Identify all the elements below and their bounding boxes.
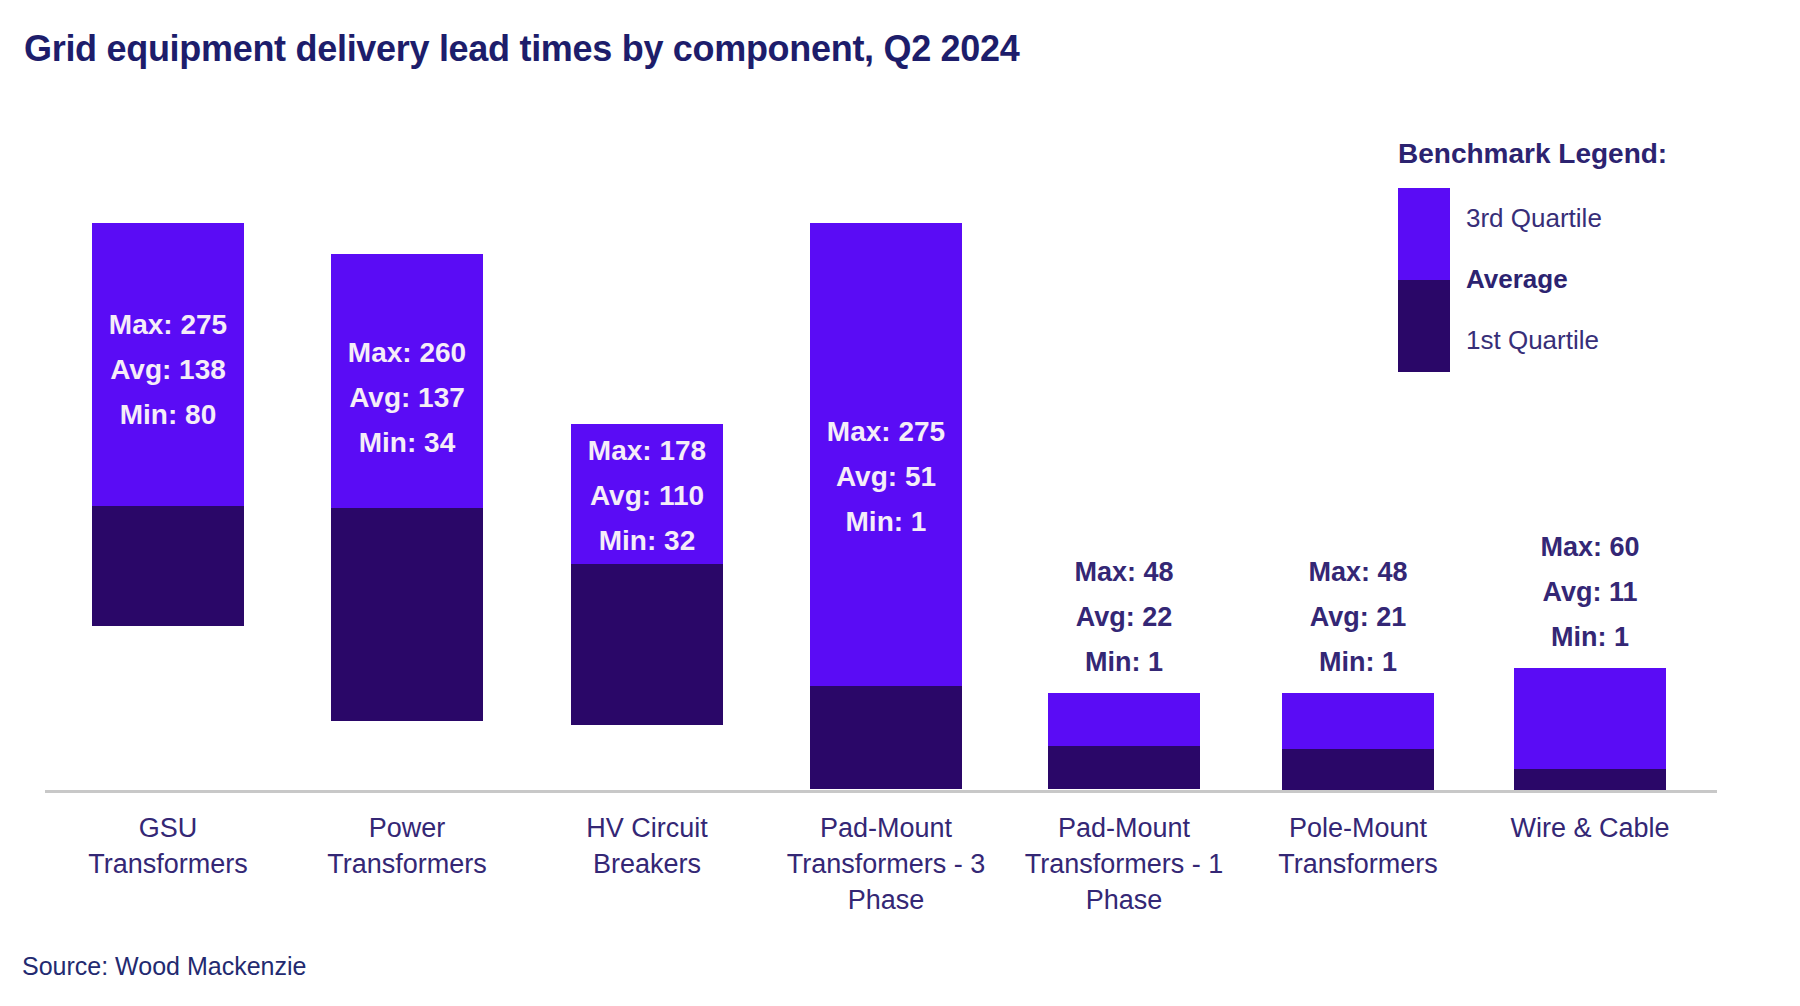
category-label-line: GSU: [38, 810, 298, 846]
plot-area: Max: 275Avg: 138Min: 80GSUTransformersMa…: [0, 0, 1800, 1006]
bar-wire-cable-value-max: Max: 60: [1460, 525, 1720, 570]
source-note: Source: Wood Mackenzie: [22, 952, 306, 981]
bar-pole-mount-transformers-value-avg: Avg: 21: [1228, 595, 1488, 640]
bar-pad-mount-transformers-3-phase-1st-quartile-segment: [810, 686, 962, 789]
category-label-line: Phase: [756, 882, 1016, 918]
category-label-wire-cable: Wire & Cable: [1460, 810, 1720, 846]
category-label-line: Pad-Mount: [756, 810, 1016, 846]
category-label-line: Pole-Mount: [1228, 810, 1488, 846]
bar-pole-mount-transformers-value-min: Min: 1: [1228, 640, 1488, 685]
bar-pad-mount-transformers-1-phase-value-avg: Avg: 22: [994, 595, 1254, 640]
bar-power-transformers-value-max: Max: 260: [331, 330, 483, 375]
category-label-gsu-transformers: GSUTransformers: [38, 810, 298, 882]
bar-power-transformers-1st-quartile-segment: [331, 508, 483, 721]
category-label-line: Transformers - 3: [756, 846, 1016, 882]
chart-canvas: Grid equipment delivery lead times by co…: [0, 0, 1800, 1006]
category-label-pad-mount-transformers-3-phase: Pad-MountTransformers - 3Phase: [756, 810, 1016, 918]
bar-hv-circuit-breakers-value-labels: Max: 178Avg: 110Min: 32: [571, 428, 723, 563]
bar-gsu-transformers-value-labels: Max: 275Avg: 138Min: 80: [92, 302, 244, 437]
bar-pad-mount-transformers-1-phase-value-labels: Max: 48Avg: 22Min: 1: [994, 550, 1254, 685]
category-label-line: HV Circuit: [517, 810, 777, 846]
bar-pad-mount-transformers-3-phase-value-labels: Max: 275Avg: 51Min: 1: [810, 409, 962, 544]
bar-pad-mount-transformers-3-phase-value-avg: Avg: 51: [810, 454, 962, 499]
bar-wire-cable-value-avg: Avg: 11: [1460, 570, 1720, 615]
category-label-pole-mount-transformers: Pole-MountTransformers: [1228, 810, 1488, 882]
bar-pad-mount-transformers-1-phase-value-min: Min: 1: [994, 640, 1254, 685]
category-label-line: Transformers: [38, 846, 298, 882]
bar-gsu-transformers-value-max: Max: 275: [92, 302, 244, 347]
bar-power-transformers-value-labels: Max: 260Avg: 137Min: 34: [331, 330, 483, 465]
bar-pole-mount-transformers-3rd-quartile-segment: [1282, 693, 1434, 749]
bar-hv-circuit-breakers-value-avg: Avg: 110: [571, 473, 723, 518]
category-label-line: Pad-Mount: [994, 810, 1254, 846]
bar-wire-cable-1st-quartile-segment: [1514, 769, 1666, 790]
bar-wire-cable-value-labels: Max: 60Avg: 11Min: 1: [1460, 525, 1720, 660]
bar-hv-circuit-breakers-value-max: Max: 178: [571, 428, 723, 473]
bar-hv-circuit-breakers-1st-quartile-segment: [571, 564, 723, 725]
bar-gsu-transformers-1st-quartile-segment: [92, 506, 244, 626]
x-axis-line: [45, 790, 1717, 793]
bar-pole-mount-transformers-1st-quartile-segment: [1282, 749, 1434, 790]
category-label-line: Transformers: [277, 846, 537, 882]
bar-pole-mount-transformers-value-labels: Max: 48Avg: 21Min: 1: [1228, 550, 1488, 685]
bar-pad-mount-transformers-1-phase-value-max: Max: 48: [994, 550, 1254, 595]
category-label-line: Wire & Cable: [1460, 810, 1720, 846]
bar-wire-cable-3rd-quartile-segment: [1514, 668, 1666, 769]
bar-pad-mount-transformers-1-phase-1st-quartile-segment: [1048, 746, 1200, 789]
bar-hv-circuit-breakers-value-min: Min: 32: [571, 518, 723, 563]
category-label-line: Transformers - 1: [994, 846, 1254, 882]
category-label-pad-mount-transformers-1-phase: Pad-MountTransformers - 1Phase: [994, 810, 1254, 918]
bar-wire-cable-value-min: Min: 1: [1460, 615, 1720, 660]
category-label-power-transformers: PowerTransformers: [277, 810, 537, 882]
bar-pad-mount-transformers-3-phase-value-max: Max: 275: [810, 409, 962, 454]
bar-pad-mount-transformers-1-phase-3rd-quartile-segment: [1048, 693, 1200, 747]
category-label-line: Transformers: [1228, 846, 1488, 882]
category-label-line: Power: [277, 810, 537, 846]
bar-gsu-transformers-value-min: Min: 80: [92, 392, 244, 437]
bar-pad-mount-transformers-3-phase-value-min: Min: 1: [810, 499, 962, 544]
bar-power-transformers-value-min: Min: 34: [331, 420, 483, 465]
bar-gsu-transformers-value-avg: Avg: 138: [92, 347, 244, 392]
bar-pole-mount-transformers-value-max: Max: 48: [1228, 550, 1488, 595]
category-label-hv-circuit-breakers: HV CircuitBreakers: [517, 810, 777, 882]
category-label-line: Phase: [994, 882, 1254, 918]
category-label-line: Breakers: [517, 846, 777, 882]
bar-power-transformers-value-avg: Avg: 137: [331, 375, 483, 420]
